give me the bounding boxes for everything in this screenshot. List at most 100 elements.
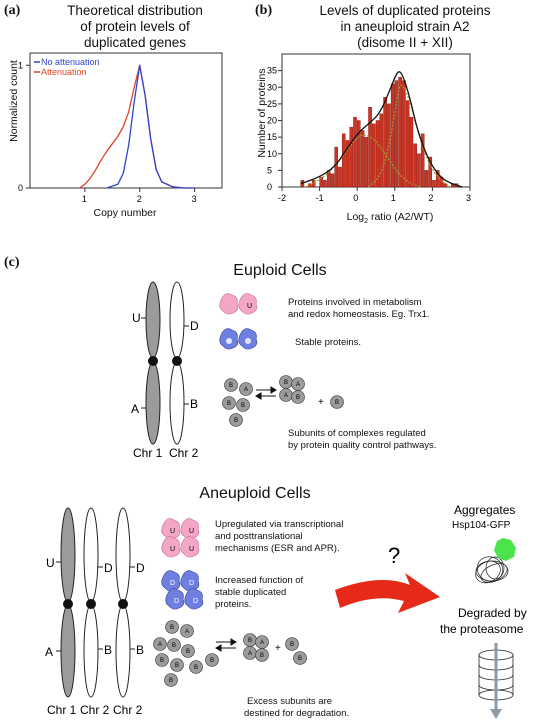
x-tick-label: 3 [192, 194, 197, 204]
equilibrium-arrows [255, 386, 277, 400]
aneuploid-title: Aneuploid Cells [199, 485, 311, 502]
histogram-bar [338, 166, 342, 188]
subunit-letter: B [227, 401, 231, 407]
euploid-locus-d: D [190, 319, 199, 333]
subunit-letter: B [160, 658, 164, 664]
plot-frame [29, 52, 223, 189]
legend-attenuation: Attenuation [41, 67, 87, 77]
histogram-bar [341, 133, 346, 188]
desc-line: and redox homeostasis. Eg. Trx1. [288, 309, 430, 320]
histogram-bar [394, 80, 399, 188]
y-tick-label: 0 [267, 182, 272, 192]
subunit-letter: A [284, 393, 288, 399]
histogram-bar [383, 97, 387, 188]
down-arrow-icon [490, 643, 502, 719]
degraded-label-line1: Degraded by [458, 606, 527, 620]
desc-line: Upregulated via transcriptional [215, 519, 344, 530]
histogram-bar [402, 80, 406, 188]
gfp-green-blob [494, 538, 516, 561]
histogram-bar [420, 133, 425, 188]
euploid-locus-a: A [131, 402, 139, 416]
histogram-bar [405, 100, 410, 188]
aneuploid-locus-d1: D [104, 561, 113, 575]
histogram-bar [443, 183, 448, 188]
panel-a-title-line: duplicated genes [83, 35, 187, 50]
panel-b-title-line: in aneuploid strain A2 [340, 19, 470, 34]
subunit-letter: B [186, 649, 190, 655]
histogram-bar [356, 120, 361, 188]
subunit-letter: A [185, 629, 189, 635]
euploid-locus-u: U [132, 311, 141, 325]
desc-line: by protein quality control pathways. [288, 440, 437, 451]
aneuploid-locus-b1: B [104, 643, 112, 657]
histogram-bar [360, 130, 365, 188]
panel-b-xlabel: Log2 ratio (A2/WT) [320, 211, 460, 225]
fit-component-2-curve [368, 84, 452, 188]
histogram-bar [319, 176, 323, 188]
subunit-letter: B [241, 403, 245, 409]
euploid-diagram: U A D B Chr 1 Chr 2 U B A B B B B A A B … [131, 281, 344, 460]
desc-line: Subunits of complexes regulated [288, 428, 426, 439]
histogram-bar [409, 116, 414, 188]
histogram-bar [353, 116, 357, 188]
red-arrow [335, 573, 440, 613]
aggregates-label: Aggregates [454, 505, 515, 517]
aneuploid-chr1 [56, 507, 76, 698]
x-tick-label: 1 [82, 194, 87, 204]
panel-a-ylabel: Normalized count [8, 60, 20, 142]
panel-b-ylabel: Number of proteins [256, 68, 268, 158]
desc-line: Proteins involved in metabolism [288, 297, 422, 308]
x-tick-label: 0 [353, 193, 358, 203]
panel-b-letter: (b) [255, 3, 273, 18]
euploid-chr1-label: Chr 1 [133, 446, 163, 460]
aneuploid-chr2b-label: Chr 2 [113, 703, 143, 717]
euploid-chr2-label: Chr 2 [169, 446, 199, 460]
subunit-letter: B [172, 643, 176, 649]
y-tick-label: 0 [18, 183, 23, 193]
subunit-letter: B [229, 383, 233, 389]
panel-a-letter: (a) [4, 3, 21, 18]
aneuploid-desc-excess: Excess subunits are destined for degrada… [244, 696, 444, 720]
histogram-bar [432, 180, 436, 188]
histogram-bar [413, 143, 417, 188]
hsp104-label: Hsp104-GFP [452, 520, 511, 531]
x-tick-label: 1 [391, 193, 396, 203]
histogram-bar [334, 146, 338, 188]
subunit-letter: B [169, 678, 173, 684]
panel-c-letter: (c) [4, 255, 20, 270]
series-line-no-attenuation [106, 64, 195, 189]
panel-b-title-line: Levels of duplicated proteins [319, 3, 491, 18]
euploid-chr2 [169, 281, 189, 445]
aneuploid-blue-proteins [161, 570, 204, 610]
euploid-complex-subunits [222, 375, 344, 427]
aneuploid-chr2a [83, 507, 103, 698]
subunit-letter: B [335, 400, 339, 406]
desc-line: stable duplicated [215, 587, 287, 598]
y-tick-label: 35 [267, 66, 277, 76]
aneuploid-chr2a-label: Chr 2 [80, 703, 110, 717]
subunit-letter: B [298, 656, 302, 662]
histogram-bar [330, 173, 335, 188]
y-tick-label: 1 [18, 60, 23, 70]
y-tick-label: 30 [267, 82, 277, 92]
fit-total-curve [300, 71, 463, 188]
panel-b-title-line: (disome II + XII) [357, 35, 453, 50]
euploid-desc-stable: Stable proteins. [295, 337, 362, 348]
xlabel-log: Log [346, 211, 365, 223]
histogram-bar [387, 103, 391, 188]
histogram-bar [375, 120, 380, 188]
plus-sign: + [275, 643, 281, 654]
protein-letter: U [247, 303, 252, 310]
histogram-bar [323, 180, 327, 188]
histogram-bar [417, 153, 421, 188]
desc-line: destined for degradation. [244, 708, 350, 719]
x-tick-label: 3 [466, 193, 471, 203]
panel-a-xlabel: Copy number [93, 207, 157, 219]
histogram-bar [349, 126, 354, 188]
subunit-letter: B [296, 395, 300, 401]
xlabel-sub: 2 [364, 218, 369, 226]
subunit-letter: A [260, 640, 264, 646]
aneuploid-diagram: U A D B D B Chr 1 Chr 2 Chr 2 U U U U D … [45, 505, 527, 719]
protein-letter: U [170, 546, 175, 553]
